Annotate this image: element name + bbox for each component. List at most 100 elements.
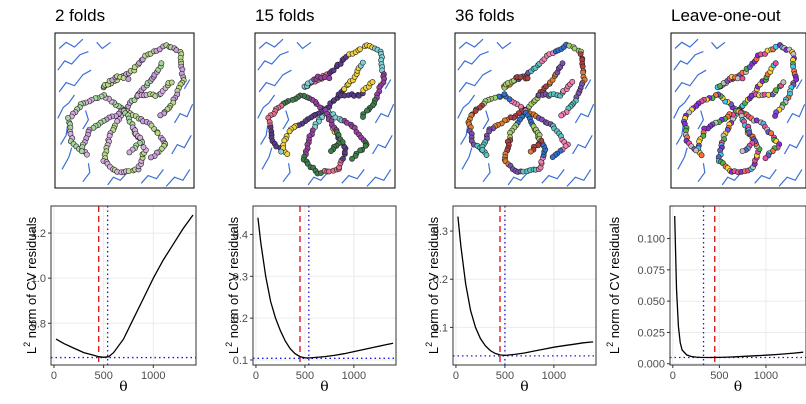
data-point bbox=[147, 154, 154, 161]
river-line bbox=[673, 51, 704, 71]
data-point bbox=[286, 128, 293, 135]
river-line bbox=[171, 135, 192, 155]
river-line bbox=[461, 147, 473, 170]
x-tick-label: 1000 bbox=[542, 370, 566, 382]
y-tick-label: 0.100 bbox=[637, 234, 665, 246]
panel-title: Leave-one-out bbox=[671, 6, 781, 25]
data-point bbox=[158, 60, 165, 67]
river-line bbox=[341, 169, 365, 184]
river-line bbox=[460, 125, 469, 145]
data-point bbox=[527, 148, 534, 155]
y-tick-label: 0.050 bbox=[637, 296, 665, 308]
plot-background bbox=[453, 206, 596, 365]
river-line bbox=[82, 110, 90, 130]
river-line bbox=[711, 41, 726, 50]
gridlines bbox=[51, 206, 196, 365]
y-axis-label: L2 norm of CV residuals bbox=[224, 216, 241, 354]
river-line bbox=[296, 41, 312, 50]
y-axis-label-base: L bbox=[24, 347, 39, 354]
cv-plot: 0 500 1000 0.1 0.2 0.3 0.4 θ L2 norm of CV resid… bbox=[224, 205, 397, 395]
data-point bbox=[326, 75, 333, 82]
y-axis-label-rest: norm of CV residuals bbox=[24, 216, 39, 341]
gridlines bbox=[670, 206, 806, 365]
river-line bbox=[783, 135, 804, 155]
data-point bbox=[558, 112, 565, 119]
data-point bbox=[773, 87, 779, 93]
river-line bbox=[786, 104, 806, 124]
x-tick-label: 0 bbox=[51, 370, 57, 382]
data-point bbox=[168, 79, 175, 86]
y-axis-label: L2 norm of CV residuals bbox=[22, 216, 39, 354]
x-tick-label: 500 bbox=[94, 370, 112, 382]
y-axis-label-rest: norm of CV residuals bbox=[226, 216, 241, 341]
y-tick-label: 0.2 bbox=[433, 274, 448, 286]
y-tick-label: 1.2 bbox=[31, 228, 46, 240]
cv-curve bbox=[55, 214, 194, 358]
data-point bbox=[360, 114, 366, 120]
river-line bbox=[458, 38, 484, 49]
data-point bbox=[746, 129, 753, 136]
river-line bbox=[457, 51, 489, 71]
river-line bbox=[82, 163, 91, 183]
river-line bbox=[507, 172, 529, 186]
river-line bbox=[721, 172, 742, 186]
map-panel bbox=[670, 32, 806, 189]
river-line bbox=[541, 169, 565, 184]
monitoring-points bbox=[65, 42, 187, 176]
y-axis-label-base: L bbox=[226, 347, 241, 354]
y-tick-label: 0.1 bbox=[233, 355, 248, 367]
plot-background bbox=[670, 206, 806, 365]
river-line bbox=[61, 147, 73, 170]
data-point bbox=[483, 152, 490, 158]
river-line bbox=[374, 104, 395, 124]
data-point bbox=[357, 147, 363, 154]
river-line bbox=[58, 69, 92, 93]
river-line bbox=[60, 125, 69, 145]
data-point bbox=[349, 155, 355, 162]
plot-background bbox=[51, 206, 196, 365]
y-axis-label-rest: norm of CV residuals bbox=[426, 216, 441, 341]
data-point bbox=[120, 75, 127, 81]
river-line bbox=[457, 94, 476, 119]
data-point bbox=[772, 60, 779, 67]
data-point bbox=[330, 67, 337, 74]
plot-frame bbox=[669, 205, 806, 366]
y-axis-label-sup: 2 bbox=[224, 342, 234, 347]
y-axis-label: L2 norm of CV residuals bbox=[424, 216, 441, 354]
data-point bbox=[472, 108, 479, 114]
river-line bbox=[675, 125, 684, 145]
y-tick-label: 0.8 bbox=[31, 318, 46, 330]
river-line bbox=[778, 169, 803, 187]
map-panel bbox=[54, 32, 195, 189]
y-tick-label: 0.2 bbox=[233, 313, 248, 325]
river-line bbox=[482, 163, 491, 183]
plot-frame bbox=[50, 205, 197, 366]
data-point bbox=[739, 148, 746, 154]
river-line bbox=[574, 104, 595, 124]
plot-frame bbox=[252, 205, 397, 366]
monitoring-points bbox=[681, 42, 800, 176]
cv-curve bbox=[457, 216, 594, 357]
river-line bbox=[258, 38, 284, 49]
river-line bbox=[677, 147, 688, 170]
y-tick-label: 0.3 bbox=[433, 226, 448, 238]
cv-plot: 0 500 1000 0.000 0.025 0.050 0.075 0.100 θ L2 nor… bbox=[605, 205, 806, 395]
monitoring-points bbox=[465, 41, 588, 175]
river-line bbox=[674, 38, 699, 49]
river-line bbox=[183, 79, 191, 90]
river-line bbox=[384, 79, 392, 90]
river-line bbox=[107, 172, 128, 186]
x-tick-label: 1000 bbox=[141, 370, 165, 382]
y-axis-label-rest: norm of CV residuals bbox=[607, 216, 622, 341]
y-tick-label: 0.000 bbox=[637, 359, 665, 371]
river-line bbox=[260, 125, 269, 145]
river-line bbox=[674, 69, 707, 93]
river-line bbox=[165, 169, 191, 187]
data-point bbox=[362, 142, 369, 149]
data-point bbox=[369, 79, 376, 85]
data-point bbox=[693, 147, 699, 154]
y-axis-label: L2 norm of CV residuals bbox=[605, 216, 622, 354]
y-axis-label-base: L bbox=[426, 347, 441, 354]
x-tick-label: 1000 bbox=[754, 370, 778, 382]
